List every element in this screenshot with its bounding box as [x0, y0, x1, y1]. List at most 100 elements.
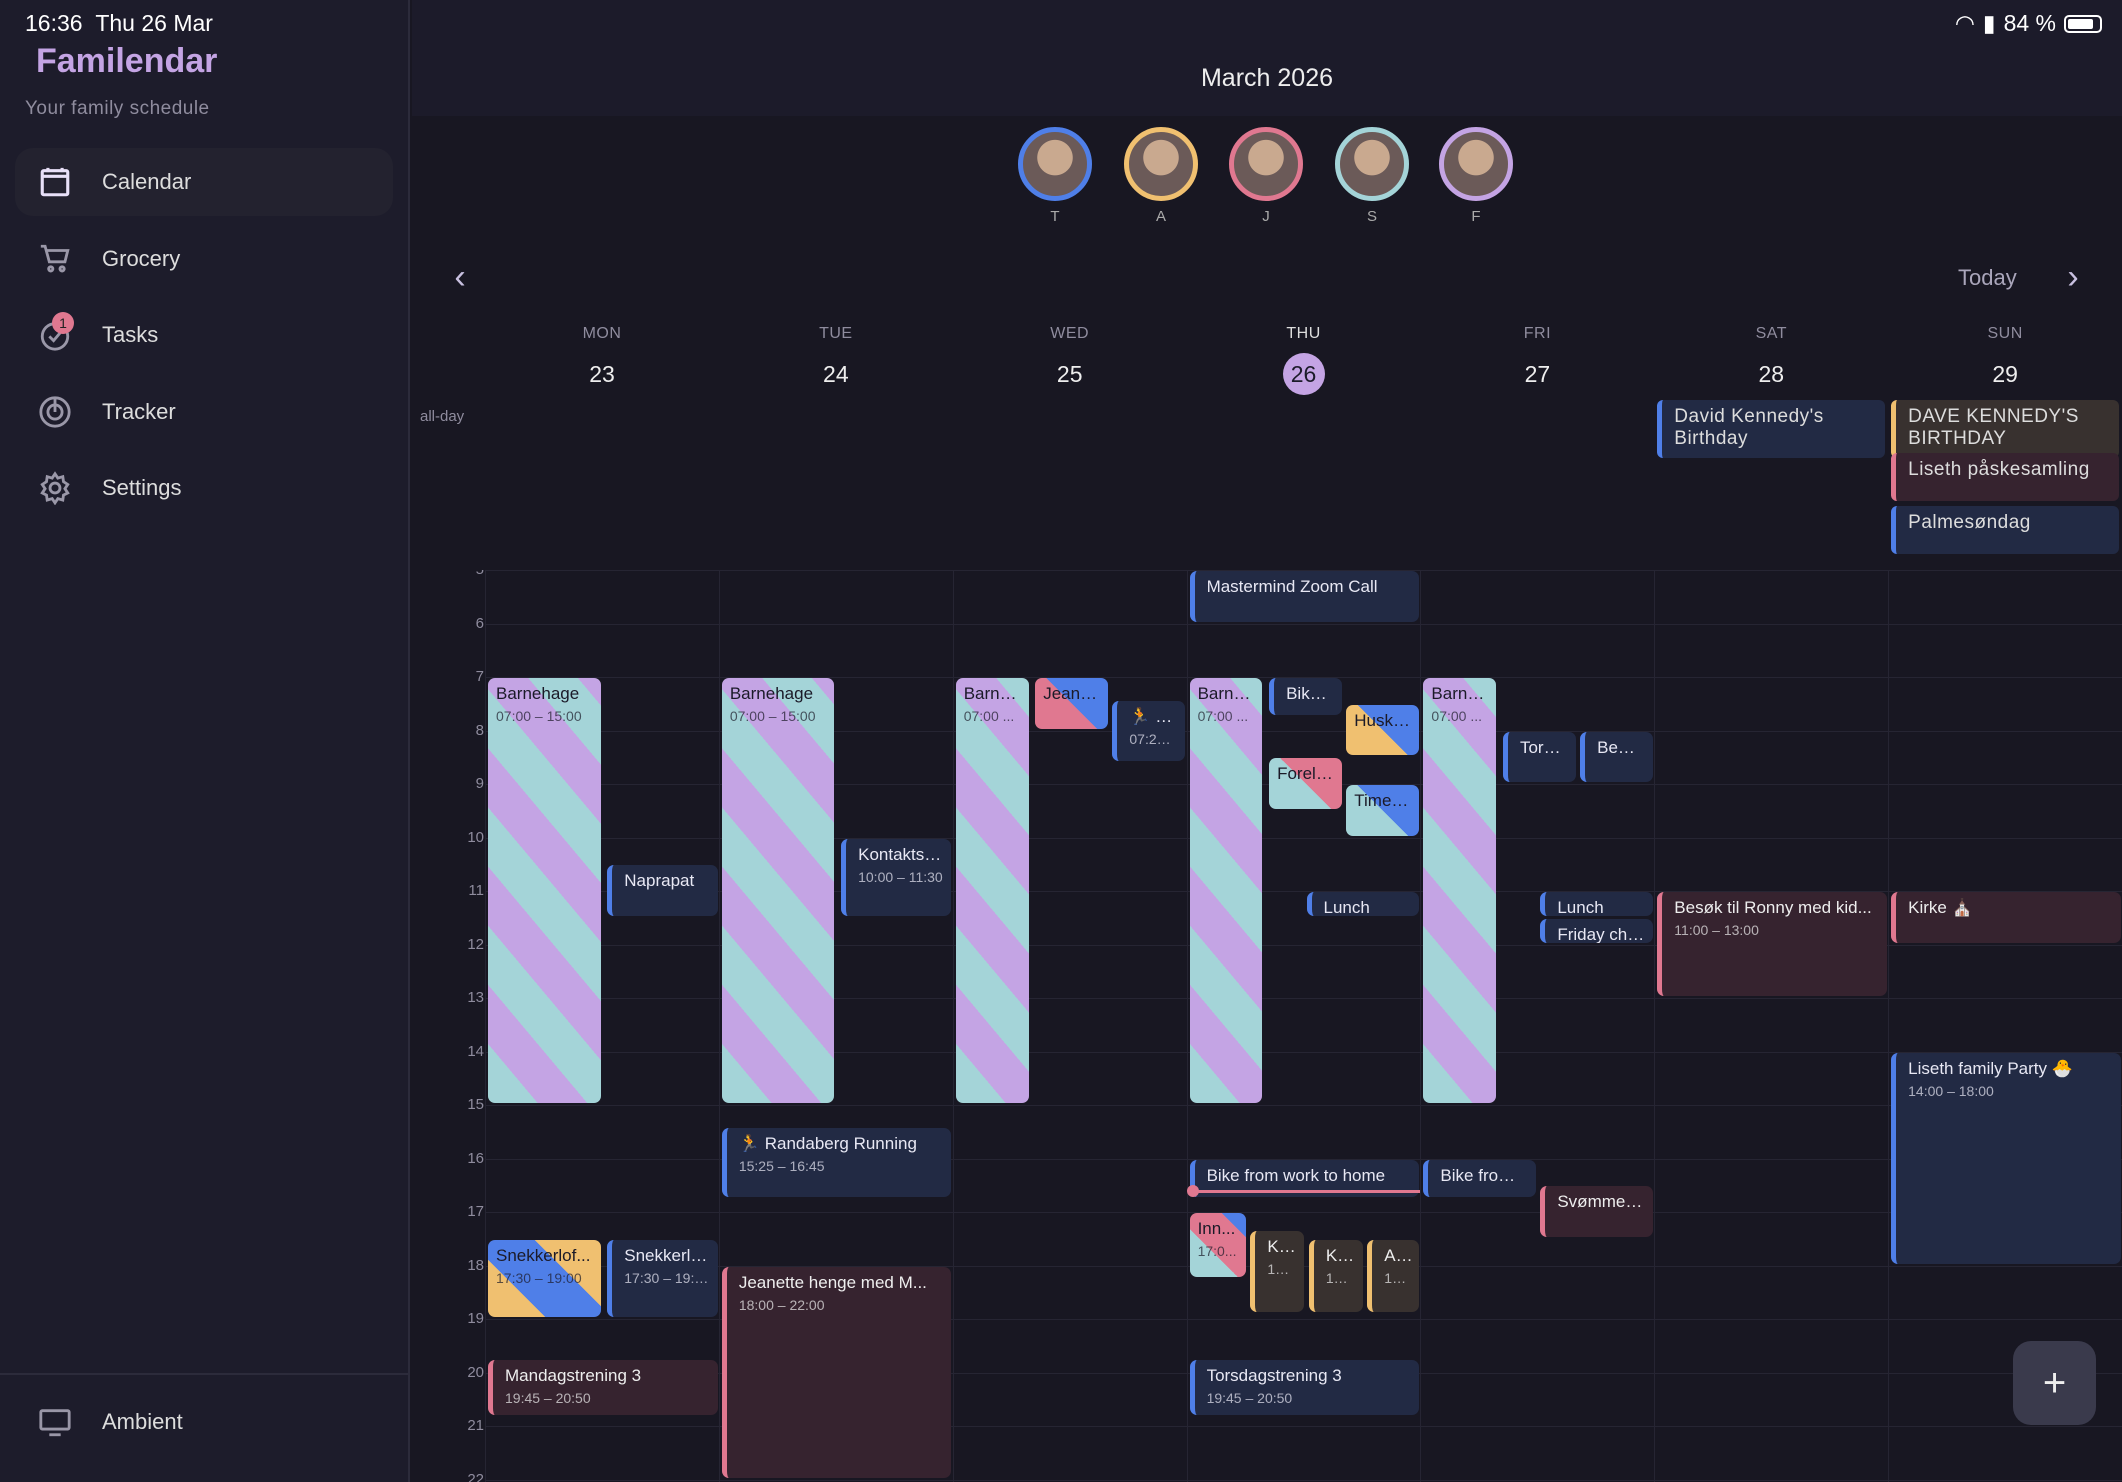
calendar-event[interactable]: Kontaktsk... 10:00 – 11:30 — [841, 838, 952, 916]
day-header[interactable]: THU 26 — [1187, 325, 1421, 395]
event-title: Friday che... — [1557, 924, 1645, 943]
calendar-event[interactable]: Time S... — [1346, 785, 1420, 836]
calendar-event[interactable]: Barne... 07:00 ... — [1423, 678, 1497, 1103]
all-day-label: all-day — [420, 408, 465, 425]
member-avatar[interactable] — [1124, 127, 1198, 201]
sidebar-item-settings[interactable]: Settings — [15, 454, 393, 522]
event-title: Snekkerlo... — [624, 1245, 710, 1265]
day-header[interactable]: MON 23 — [485, 325, 719, 395]
event-time: 17:3... — [1325, 1269, 1355, 1286]
sidebar-item-tracker[interactable]: Tracker — [15, 378, 393, 446]
day-header[interactable]: TUE 24 — [719, 325, 953, 395]
day-date: 26 — [1282, 353, 1325, 395]
calendar-event[interactable]: Mastermind Zoom Call — [1189, 571, 1420, 622]
time-grid: 5 6 7 8 9 10 11 12 13 14 15 16 17 18 19 20 21 22 Barnehage… — [0, 570, 2122, 1482]
event-title: Lunch — [1557, 898, 1604, 916]
member-avatar[interactable] — [1229, 127, 1303, 201]
calendar-event[interactable]: Kirke ⛪ — [1891, 892, 2121, 943]
calendar-event[interactable]: Jeanette henge med M... 18:00 – 22:00 — [721, 1266, 952, 1478]
battery-level: 84 % — [2003, 10, 2056, 36]
calendar-event[interactable]: Barne... 07:00 ... — [1189, 678, 1263, 1103]
all-day-event[interactable]: Liseth påskesamling — [1891, 453, 2119, 501]
event-time: 19:45 – 20:50 — [1206, 1390, 1293, 1407]
sidebar-item-label: Grocery — [102, 245, 181, 271]
hour-label: 7 — [475, 668, 484, 685]
member-initial: S — [1366, 208, 1377, 225]
event-time: 07:00 ... — [1431, 708, 1483, 724]
today-button[interactable]: Today — [1958, 265, 2017, 290]
event-time: 17:30 – 19:00 — [496, 1269, 582, 1286]
calendar-event[interactable]: Svømmeha... — [1540, 1186, 1653, 1237]
sidebar-item-tasks[interactable]: 1 Tasks — [15, 301, 393, 369]
calendar-event[interactable]: Lunch — [1306, 892, 1420, 916]
chevron-left-icon[interactable]: ‹ — [454, 258, 466, 296]
calendar-event[interactable]: Jeanet... — [1035, 678, 1109, 729]
day-header[interactable]: WED 25 — [953, 325, 1187, 395]
chevron-right-icon[interactable]: › — [2067, 258, 2079, 296]
hour-label: 21 — [467, 1417, 484, 1434]
hour-label: 13 — [467, 989, 484, 1006]
day-header[interactable]: SAT 28 — [1654, 325, 1888, 395]
all-day-event[interactable]: Palmesøndag — [1891, 506, 2119, 554]
hour-line — [485, 891, 2122, 892]
member-avatar[interactable] — [1335, 127, 1409, 201]
event-title: Barnehage — [729, 684, 814, 703]
calendar-event[interactable]: Barnehage 07:00 – 15:00 — [488, 678, 601, 1103]
day-header[interactable]: SUN 29 — [1888, 325, 2122, 395]
event-time: 17:0... — [1197, 1243, 1237, 1259]
add-event-button[interactable]: + — [2013, 1341, 2096, 1425]
all-day-event[interactable]: DAVE KENNEDY'S BIRTHDAY — [1891, 400, 2119, 458]
hour-label: 9 — [475, 775, 484, 792]
member-avatar[interactable] — [1018, 127, 1092, 201]
day-date: 23 — [589, 361, 615, 387]
calendar-event[interactable]: 🏃 Randaberg Running 15:25 – 16:45 — [721, 1128, 952, 1197]
calendar-event[interactable]: Barne... 07:00 ... — [955, 678, 1029, 1103]
calendar-event[interactable]: 🏃 Ra... 07:26 ... — [1112, 701, 1186, 761]
event-title: Liseth family Party 🐣 — [1908, 1058, 2073, 1078]
hour-line — [485, 1426, 2122, 1427]
calendar-event[interactable]: As... 17:3... — [1367, 1239, 1420, 1312]
sidebar-item-grocery[interactable]: Grocery — [15, 225, 393, 293]
calendar-event[interactable]: Snekkerlof... 17:30 – 19:00 — [488, 1239, 601, 1317]
calendar-event[interactable]: Bike t... — [1269, 678, 1342, 716]
calendar-event[interactable]: Bema... — [1580, 731, 1653, 782]
calendar-header — [412, 0, 2122, 116]
calendar-event[interactable]: Barnehage 07:00 – 15:00 — [721, 678, 835, 1103]
hour-line — [485, 944, 2122, 946]
calendar-event[interactable]: Kar... 17:3... — [1308, 1239, 1363, 1312]
event-time: 17:30 – 19:00 — [624, 1269, 710, 1286]
calendar-event[interactable]: Liseth family Party 🐣 14:00 – 18:00 — [1891, 1052, 2121, 1264]
current-time-line — [1190, 1189, 1421, 1193]
member-avatar[interactable] — [1439, 127, 1513, 201]
calendar-event[interactable]: Lunch — [1540, 892, 1653, 916]
event-title: Mastermind Zoom Call — [1206, 577, 1378, 596]
hour-label: 18 — [467, 1256, 484, 1274]
calendar-event[interactable]: Torsdagstrening 3 19:45 – 20:50 — [1189, 1360, 1420, 1415]
all-day-event[interactable]: David Kennedy's Birthday — [1657, 400, 1886, 458]
event-title: Jeanette henge med M... — [738, 1272, 927, 1292]
calendar-event[interactable]: Snekkerlo... 17:30 – 19:00 — [607, 1239, 718, 1317]
day-header[interactable]: FRI 27 — [1420, 325, 1654, 395]
event-title: Bema... — [1597, 737, 1645, 757]
calendar-event[interactable]: Husk b... — [1346, 704, 1420, 756]
calendar-event[interactable]: Naprapat — [607, 865, 718, 916]
calendar-event[interactable]: Tormo... — [1502, 731, 1576, 782]
event-time: 15:25 – 16:45 — [738, 1158, 825, 1175]
calendar-event[interactable]: Inn... 17:0... — [1189, 1213, 1247, 1277]
sidebar-item-calendar[interactable]: Calendar — [15, 148, 393, 216]
calendar-event[interactable]: Kar... 17:2... — [1250, 1230, 1305, 1312]
calendar-event[interactable]: Mandagstrening 3 19:45 – 20:50 — [488, 1360, 718, 1415]
event-title: Svømmeha... — [1557, 1192, 1645, 1212]
hour-label: 11 — [468, 882, 484, 899]
calendar-event[interactable]: Foreld... — [1269, 758, 1342, 809]
calendar-event[interactable]: Besøk til Ronny med kid... 11:00 – 13:00 — [1657, 892, 1887, 996]
event-title: Bike from ... — [1440, 1165, 1528, 1185]
calendar-icon — [38, 165, 72, 199]
calendar-event[interactable]: Friday che... — [1540, 918, 1653, 943]
event-title: 🏃 Ra... — [1129, 707, 1178, 726]
event-title: Tormo... — [1519, 737, 1568, 757]
tasks-badge: 1 — [52, 312, 74, 334]
calendar-event[interactable]: Bike from ... — [1423, 1159, 1536, 1197]
day-name: MON — [582, 325, 622, 342]
sidebar-item-ambient[interactable]: Ambient — [15, 1388, 393, 1456]
